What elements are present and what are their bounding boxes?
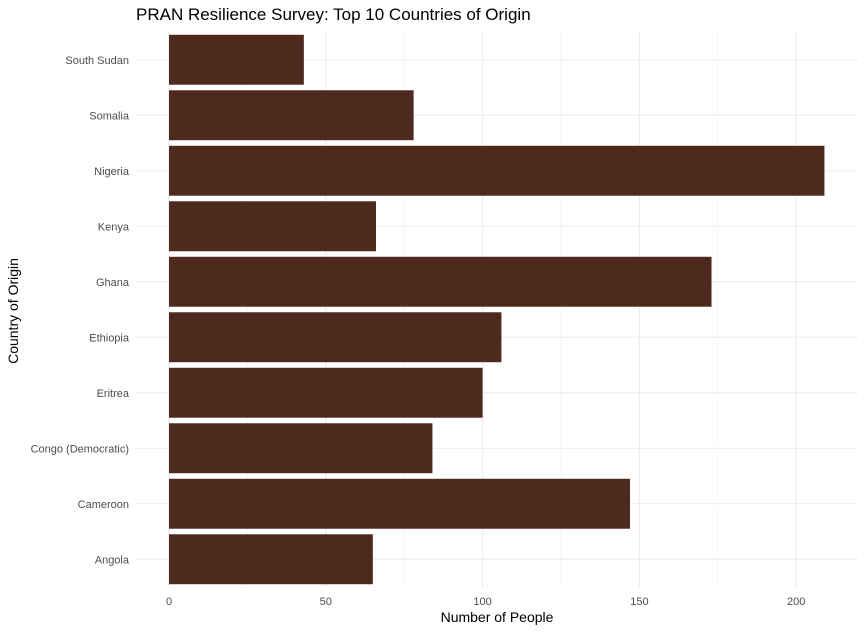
bar [169,478,630,529]
x-axis-ticks: 0 50 100 150 200 [166,596,805,608]
y-tick-label: Ethiopia [89,332,130,344]
y-axis-ticks: Angola Cameroon Congo (Democratic) Eritrea E… [31,55,130,567]
y-tick-label: Nigeria [94,166,130,178]
y-tick-label: South Sudan [65,55,129,67]
x-axis-title: Number of People [441,609,554,625]
x-tick-label: 0 [166,596,172,608]
y-tick-label: Angola [95,554,130,566]
y-axis-title: Country of Origin [5,258,21,364]
chart-title: PRAN Resilience Survey: Top 10 Countries… [136,5,531,24]
bar [169,145,825,196]
bars [169,34,825,585]
y-tick-label: Kenya [98,221,130,233]
y-tick-label: Cameroon [78,499,129,511]
bar [169,423,433,474]
y-tick-label: Congo (Democratic) [31,443,129,455]
bar [169,367,483,418]
bar [169,256,712,307]
bar [169,90,414,141]
x-tick-label: 200 [787,596,805,608]
bar [169,34,304,85]
y-tick-label: Somalia [89,110,130,122]
y-tick-label: Ghana [96,277,130,289]
x-tick-label: 100 [473,596,491,608]
y-tick-label: Eritrea [97,388,130,400]
bar [169,312,502,363]
x-tick-label: 150 [630,596,648,608]
bar [169,534,373,585]
bar [169,201,376,252]
x-tick-label: 50 [320,596,332,608]
